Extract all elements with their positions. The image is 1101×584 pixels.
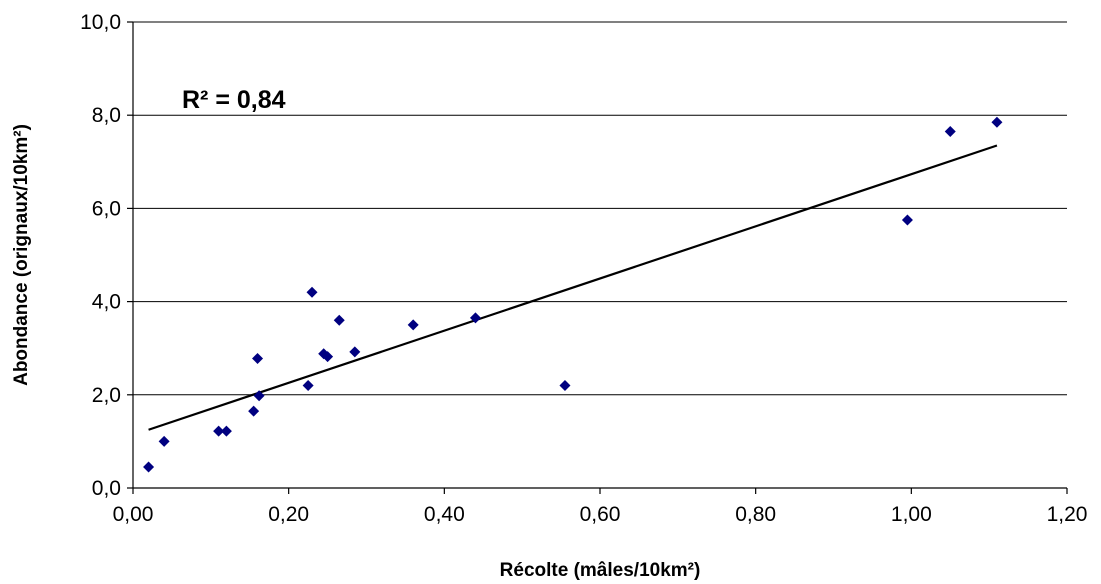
- y-tick-label-2: 4,0: [92, 291, 121, 314]
- x-tick-label-1: 0,20: [268, 503, 309, 526]
- data-point-16: [901, 214, 913, 226]
- x-tick-label-5: 1,00: [891, 503, 932, 526]
- y-tick-labels: 0,0 2,0 4,0 6,0 8,0 10,0: [80, 11, 133, 500]
- y-tick-label-1: 2,0: [92, 384, 121, 407]
- x-tick-label-3: 0,60: [580, 503, 621, 526]
- data-point-12: [349, 346, 361, 358]
- data-point-13: [407, 319, 419, 331]
- r-squared-annotation: R² = 0,84: [182, 86, 286, 114]
- data-point-15: [559, 379, 571, 391]
- data-points: [143, 116, 1003, 473]
- data-point-11: [333, 314, 345, 326]
- data-point-10: [322, 351, 334, 363]
- x-tick-label-2: 0,40: [424, 503, 465, 526]
- data-point-6: [253, 390, 265, 402]
- y-tick-label-4: 8,0: [92, 104, 121, 127]
- trendline-group: [148, 144, 998, 431]
- y-tick-label-5: 10,0: [80, 11, 121, 34]
- x-tick-label-6: 1,20: [1047, 503, 1088, 526]
- y-axis-title: Abondance (orignaux/10km²): [11, 124, 32, 386]
- x-tick-labels: 0,00 0,20 0,40 0,60 0,80 1,00 1,20: [113, 488, 1088, 526]
- data-point-8: [306, 286, 318, 298]
- x-axis-title: Récolte (mâles/10km²): [500, 560, 701, 581]
- trendline: [148, 144, 998, 431]
- gridlines: [133, 21, 1067, 396]
- data-point-3: [220, 425, 232, 437]
- data-point-14: [469, 312, 481, 324]
- data-point-0: [143, 461, 155, 473]
- data-point-18: [991, 116, 1003, 128]
- x-tick-label-0: 0,00: [113, 503, 154, 526]
- data-point-7: [302, 379, 314, 391]
- data-point-1: [158, 435, 170, 447]
- y-tick-label-0: 0,0: [92, 477, 121, 500]
- x-tick-label-4: 0,80: [735, 503, 776, 526]
- y-tick-label-3: 6,0: [92, 197, 121, 220]
- data-point-2: [213, 425, 225, 437]
- data-point-17: [944, 126, 956, 138]
- data-point-4: [248, 405, 260, 417]
- data-point-5: [252, 352, 264, 364]
